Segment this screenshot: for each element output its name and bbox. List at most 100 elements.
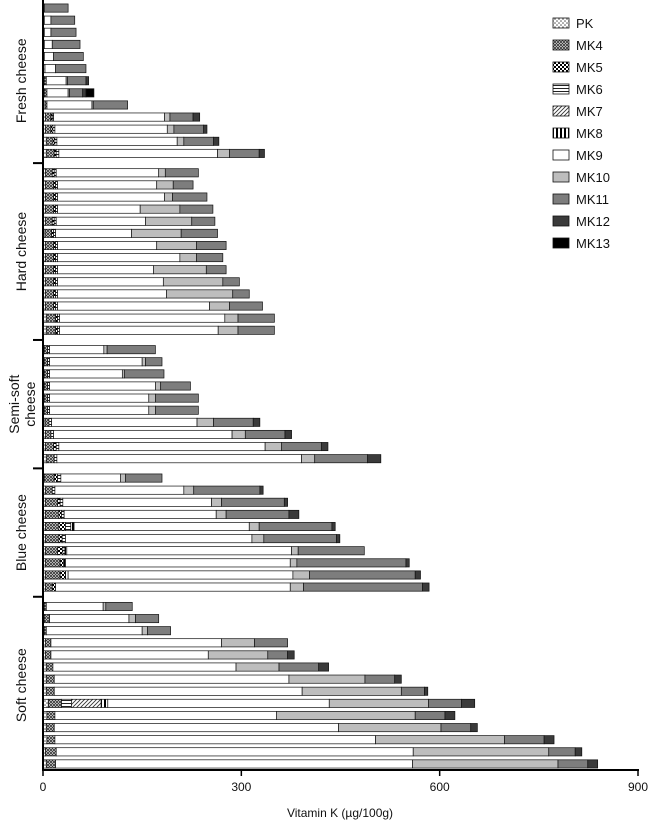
bar-segment-soft-cheese-4-mk9 xyxy=(50,638,222,648)
bar-segment-semi-soft-cheese-9-mk9 xyxy=(58,442,266,452)
bar-segment-soft-cheese-11-mk4 xyxy=(45,723,55,733)
bar-segment-hard-cheese-1-mk10 xyxy=(158,168,166,178)
bar-segment-hard-cheese-8-mk10 xyxy=(179,253,197,263)
bar-segment-semi-soft-cheese-10-mk12 xyxy=(367,454,382,464)
bar-segment-blue-cheese-1-mk5 xyxy=(53,473,58,483)
bar-segment-blue-cheese-2-mk4 xyxy=(45,485,53,495)
bar-segment-hard-cheese-2-mk11 xyxy=(172,180,194,190)
bar-segment-semi-soft-cheese-7-mk9 xyxy=(51,417,198,427)
bar-segment-semi-soft-cheese-4-mk10 xyxy=(155,381,162,391)
bar-segment-blue-cheese-10-mk10 xyxy=(289,582,304,592)
bar-segment-blue-cheese-8-mk4 xyxy=(45,558,61,568)
bar-segment-blue-cheese-3-mk11 xyxy=(221,497,285,507)
bar-segment-hard-cheese-12-mk11 xyxy=(229,301,263,311)
legend-swatch-mk10 xyxy=(552,171,570,183)
bar-segment-hard-cheese-8-mk11 xyxy=(196,253,224,263)
bar-segment-hard-cheese-1-mk9 xyxy=(55,168,160,178)
bar-segment-semi-soft-cheese-3-mk9 xyxy=(49,369,123,379)
bar-segment-blue-cheese-3-mk10 xyxy=(211,497,222,507)
legend-swatch-mk6 xyxy=(552,83,570,95)
bar-segment-semi-soft-cheese-5-mk9 xyxy=(49,393,150,403)
legend-swatch-mk4 xyxy=(552,39,570,51)
bar-segment-hard-cheese-2-mk10 xyxy=(156,180,174,190)
bar-segment-blue-cheese-6-mk10 xyxy=(251,534,265,544)
bar-segment-fresh-cheese-8-mk12 xyxy=(82,88,87,98)
bar-segment-blue-cheese-1-mk10 xyxy=(119,473,126,483)
bar-segment-soft-cheese-8-mk4 xyxy=(45,686,55,696)
bar-segment-blue-cheese-4-mk11 xyxy=(225,509,290,519)
bar-segment-soft-cheese-1-mk11 xyxy=(105,601,133,611)
bar-segment-soft-cheese-10-mk4 xyxy=(46,711,56,720)
bar-segment-fresh-cheese-10-mk11 xyxy=(169,112,194,122)
bar-segment-fresh-cheese-2-mk11 xyxy=(50,15,76,25)
bar-segment-blue-cheese-8-mk11 xyxy=(296,558,407,568)
legend-swatch-mk12 xyxy=(552,215,570,227)
bar-segment-semi-soft-cheese-9-mk6 xyxy=(55,442,60,452)
bar-segment-semi-soft-cheese-9-mk10 xyxy=(264,442,283,452)
bar-segment-blue-cheese-1-mk6 xyxy=(57,473,62,483)
legend-swatch-mk8 xyxy=(552,127,570,139)
bar-segment-soft-cheese-5-mk10 xyxy=(207,650,269,660)
legend-label-mk9: MK9 xyxy=(576,148,603,163)
bar-segment-soft-cheese-12-mk4 xyxy=(46,735,56,745)
bar-segment-fresh-cheese-13-mk12 xyxy=(258,148,265,158)
bar-segment-blue-cheese-6-mk5 xyxy=(58,534,63,544)
bar-segment-blue-cheese-10-mk4 xyxy=(45,582,53,592)
bar-segment-hard-cheese-14-mk9 xyxy=(59,325,219,335)
bar-segment-fresh-cheese-13-mk11 xyxy=(229,148,260,158)
bar-segment-fresh-cheese-11-mk11 xyxy=(173,124,204,134)
bar-segment-semi-soft-cheese-10-mk4 xyxy=(45,454,55,464)
bar-segment-semi-soft-cheese-8-mk12 xyxy=(284,429,292,439)
legend-swatch-mk13 xyxy=(552,237,570,249)
bar-segment-soft-cheese-8-mk11 xyxy=(400,686,425,696)
bar-segment-semi-soft-cheese-2-mk10 xyxy=(141,357,146,367)
legend-swatch-pk xyxy=(552,17,570,29)
bar-segment-blue-cheese-6-mk9 xyxy=(65,534,253,544)
bar-segment-blue-cheese-2-mk12 xyxy=(259,485,264,495)
bar-segment-blue-cheese-3-mk9 xyxy=(62,497,212,507)
bar-segment-fresh-cheese-13-mk10 xyxy=(217,148,230,158)
bar-segment-blue-cheese-4-mk6 xyxy=(61,509,65,519)
bar-segment-blue-cheese-5-mk11 xyxy=(258,522,333,531)
bar-segment-fresh-cheese-12-mk9 xyxy=(56,136,178,146)
bar-segment-soft-cheese-8-mk10 xyxy=(301,686,402,696)
x-tick-label: 900 xyxy=(628,780,648,794)
bar-segment-soft-cheese-9-mk7 xyxy=(71,698,102,708)
bar-segment-semi-soft-cheese-1-mk11 xyxy=(106,345,156,355)
bar-segment-fresh-cheese-8-mk11 xyxy=(69,88,84,98)
bar-segment-semi-soft-cheese-9-mk4 xyxy=(45,442,54,452)
bar-segment-blue-cheese-7-mk4 xyxy=(45,546,58,556)
legend-label-mk13: MK13 xyxy=(576,236,610,251)
bar-segment-hard-cheese-9-mk4 xyxy=(45,265,54,275)
bar-segment-hard-cheese-13-mk9 xyxy=(59,313,226,323)
bar-segment-soft-cheese-7-mk4 xyxy=(45,674,55,684)
bar-segment-soft-cheese-2-mk9 xyxy=(49,614,130,624)
bar-segment-soft-cheese-5-mk4 xyxy=(45,650,52,660)
bar-segment-soft-cheese-9-mk6 xyxy=(61,698,72,708)
bar-segment-blue-cheese-2-mk9 xyxy=(54,485,185,495)
bar-segment-soft-cheese-11-mk9 xyxy=(53,723,339,733)
bar-segment-hard-cheese-13-mk11 xyxy=(237,313,275,323)
bar-segment-blue-cheese-6-mk12 xyxy=(336,534,341,544)
bar-segment-blue-cheese-9-mk11 xyxy=(309,570,416,580)
legend-label-pk: PK xyxy=(576,16,594,31)
bar-segment-soft-cheese-14-mk9 xyxy=(55,759,413,769)
bar-segment-blue-cheese-7-mk9 xyxy=(66,546,292,556)
bar-segment-hard-cheese-2-mk4 xyxy=(45,180,54,190)
bar-segment-soft-cheese-7-mk12 xyxy=(394,674,402,684)
bar-segment-soft-cheese-14-mk10 xyxy=(412,759,559,769)
bar-segment-hard-cheese-4-mk10 xyxy=(139,204,181,214)
bar-segment-semi-soft-cheese-8-mk4 xyxy=(45,429,52,439)
bar-segment-hard-cheese-10-mk10 xyxy=(162,277,224,287)
bar-segment-fresh-cheese-5-mk11 xyxy=(53,52,84,61)
bar-segment-hard-cheese-14-mk4 xyxy=(45,325,56,335)
bar-segment-semi-soft-cheese-7-mk11 xyxy=(213,417,254,427)
bar-segment-soft-cheese-12-mk12 xyxy=(543,735,555,745)
bar-segment-blue-cheese-5-mk9 xyxy=(73,522,250,531)
bar-segment-hard-cheese-12-mk10 xyxy=(209,301,230,311)
legend-swatch-mk9 xyxy=(552,149,570,161)
bar-segment-blue-cheese-6-mk4 xyxy=(45,534,60,544)
bar-segment-fresh-cheese-8-mk13 xyxy=(85,88,95,98)
bar-segment-blue-cheese-6-mk6 xyxy=(61,534,66,544)
bar-segment-blue-cheese-5-mk4 xyxy=(45,522,60,531)
